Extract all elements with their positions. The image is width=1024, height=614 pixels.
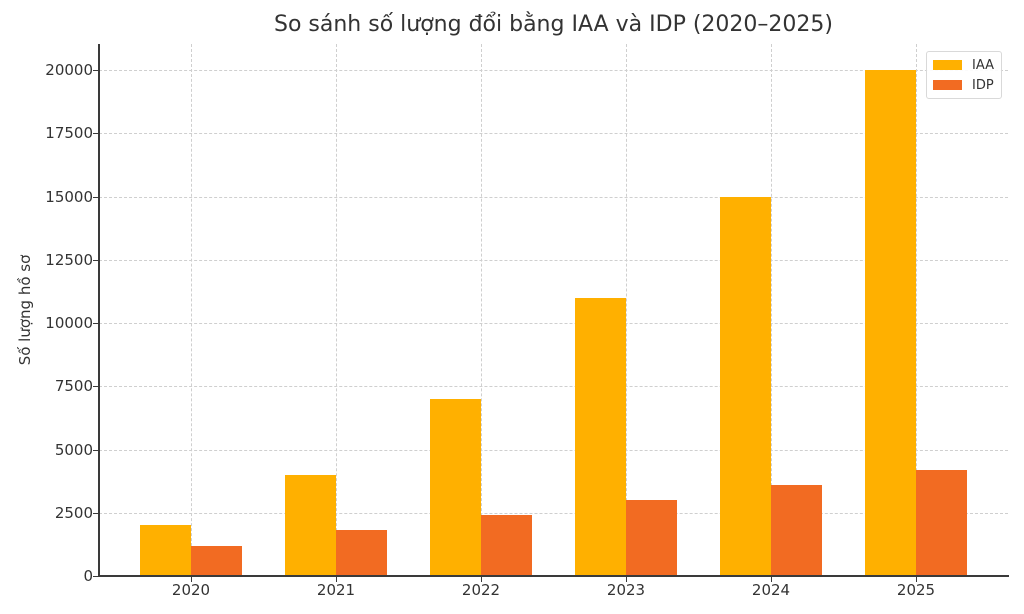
- legend-label-iaa: IAA: [972, 57, 994, 73]
- legend: IAA IDP: [926, 51, 1002, 99]
- y-tick-label: 17500: [45, 124, 93, 143]
- y-tick-mark: [93, 449, 98, 451]
- bar-iaa-2023: [575, 297, 626, 576]
- bar-idp-2023: [626, 500, 677, 576]
- legend-swatch-idp: [933, 80, 962, 90]
- y-axis-label: Số lượng hồ sơ: [16, 254, 34, 366]
- h-gridline: [99, 70, 1008, 71]
- bar-idp-2021: [336, 530, 387, 576]
- legend-item-idp: IDP: [933, 77, 994, 93]
- chart-title: So sánh số lượng đổi bằng IAA và IDP (20…: [274, 12, 833, 37]
- x-tick-label: 2023: [606, 581, 646, 599]
- bar-iaa-2024: [720, 196, 771, 576]
- legend-label-idp: IDP: [972, 77, 994, 93]
- h-gridline: [99, 259, 1008, 261]
- y-tick-label: 7500: [54, 377, 93, 396]
- legend-swatch-iaa: [933, 60, 962, 70]
- bar-idp-2025: [916, 469, 967, 576]
- x-tick-label: 2025: [896, 581, 936, 599]
- h-gridline: [99, 133, 1008, 135]
- y-tick-mark: [93, 196, 98, 198]
- h-gridline: [99, 512, 1008, 514]
- y-tick-mark: [93, 512, 98, 514]
- x-tick-mark: [191, 577, 192, 582]
- y-tick-label: 5000: [54, 440, 93, 459]
- x-tick-mark: [771, 577, 772, 582]
- h-gridline: [99, 386, 1008, 388]
- x-tick-label: 2024: [751, 581, 791, 599]
- x-tick-mark: [481, 577, 482, 582]
- y-tick-label: 10000: [45, 314, 93, 332]
- y-tick-mark: [93, 323, 98, 324]
- v-gridline: [626, 44, 627, 576]
- y-tick-mark: [93, 576, 98, 577]
- x-tick-mark: [916, 577, 917, 582]
- v-gridline: [916, 44, 917, 576]
- h-gridline: [99, 196, 1008, 198]
- y-tick-label: 20000: [45, 61, 93, 79]
- v-gridline: [191, 44, 192, 576]
- v-gridline: [336, 44, 337, 576]
- y-tick-mark: [93, 386, 98, 388]
- x-tick-label: 2021: [316, 581, 356, 599]
- y-axis-line: [98, 44, 100, 577]
- y-tick-label: 0: [83, 567, 93, 585]
- bar-idp-2020: [191, 545, 242, 576]
- bar-iaa-2025: [865, 70, 916, 576]
- legend-item-iaa: IAA: [933, 57, 994, 73]
- y-tick-mark: [93, 70, 98, 71]
- y-tick-label: 2500: [54, 503, 93, 522]
- bar-idp-2024: [771, 484, 822, 576]
- plot-area: [99, 44, 1008, 576]
- y-tick-label: 12500: [45, 250, 93, 269]
- h-gridline: [99, 323, 1008, 324]
- y-tick-label: 15000: [45, 187, 93, 206]
- x-tick-label: 2022: [461, 581, 501, 599]
- x-tick-mark: [336, 577, 337, 582]
- x-tick-mark: [626, 577, 627, 582]
- y-tick-mark: [93, 259, 98, 261]
- v-gridline: [481, 44, 482, 576]
- h-gridline: [99, 449, 1008, 451]
- bar-iaa-2020: [140, 525, 191, 576]
- bar-iaa-2021: [285, 474, 336, 576]
- y-tick-mark: [93, 133, 98, 135]
- v-gridline: [771, 44, 772, 576]
- x-axis-line: [98, 575, 1009, 577]
- x-tick-label: 2020: [171, 581, 211, 599]
- bar-idp-2022: [481, 515, 532, 576]
- bar-iaa-2022: [430, 398, 481, 576]
